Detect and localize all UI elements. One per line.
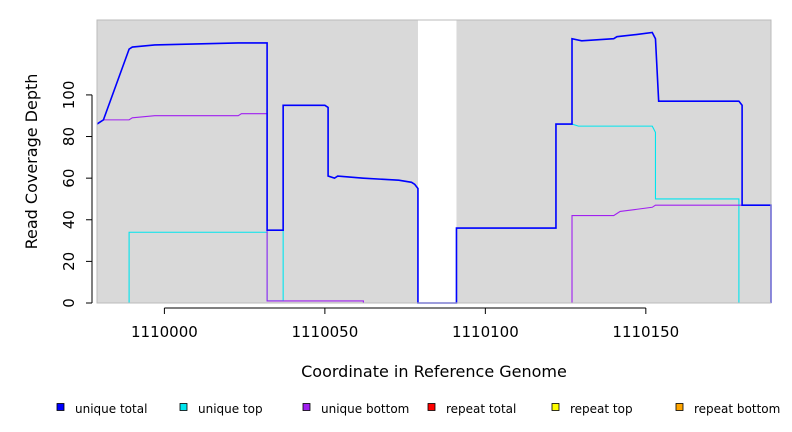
x-tick-label: 1110000 [131, 323, 198, 341]
y-tick-label: 80 [60, 127, 78, 146]
legend-item-repeat-top: repeat top [551, 402, 633, 416]
y-tick-label: 100 [60, 81, 78, 110]
x-axis-title: Coordinate in Reference Genome [301, 362, 567, 381]
legend-label: repeat top [570, 402, 633, 416]
legend-item-repeat-bottom: repeat bottom [675, 402, 780, 416]
legend-swatch [551, 403, 560, 411]
legend-item-unique-bottom: unique bottom [302, 402, 409, 416]
legend-label: repeat total [446, 402, 516, 416]
legend-swatch [179, 403, 188, 411]
legend-swatch [675, 403, 684, 411]
y-tick-label: 0 [60, 298, 78, 308]
plot-border [96, 19, 772, 304]
x-tick-label: 1110100 [452, 323, 519, 341]
legend-item-repeat-total: repeat total [427, 402, 516, 416]
legend: unique total unique top unique bottom repea… [56, 402, 780, 416]
legend-label: repeat bottom [694, 402, 780, 416]
legend-swatch [427, 403, 436, 411]
x-tick-label: 1110050 [291, 323, 358, 341]
series-line-unique-bottom [96, 113, 772, 304]
legend-item-unique-top: unique top [179, 402, 263, 416]
legend-swatch [302, 403, 311, 411]
plot-area [96, 19, 772, 304]
x-axis: 1110000 1110050 1110100 1110150 [131, 307, 679, 341]
legend-label: unique bottom [321, 402, 409, 416]
y-tick-label: 40 [60, 210, 78, 229]
y-tick-label: 20 [60, 252, 78, 271]
gap-region [417, 20, 457, 303]
y-axis: 0 20 40 60 80 100 [60, 81, 93, 308]
legend-label: unique total [75, 402, 147, 416]
x-tick-label: 1110150 [612, 323, 679, 341]
y-tick-label: 60 [60, 169, 78, 188]
y-axis-title: Read Coverage Depth [22, 74, 41, 250]
series-line-unique-total [96, 31, 772, 304]
legend-label: unique top [198, 402, 263, 416]
legend-item-unique-total: unique total [56, 402, 147, 416]
legend-swatch [56, 403, 65, 411]
